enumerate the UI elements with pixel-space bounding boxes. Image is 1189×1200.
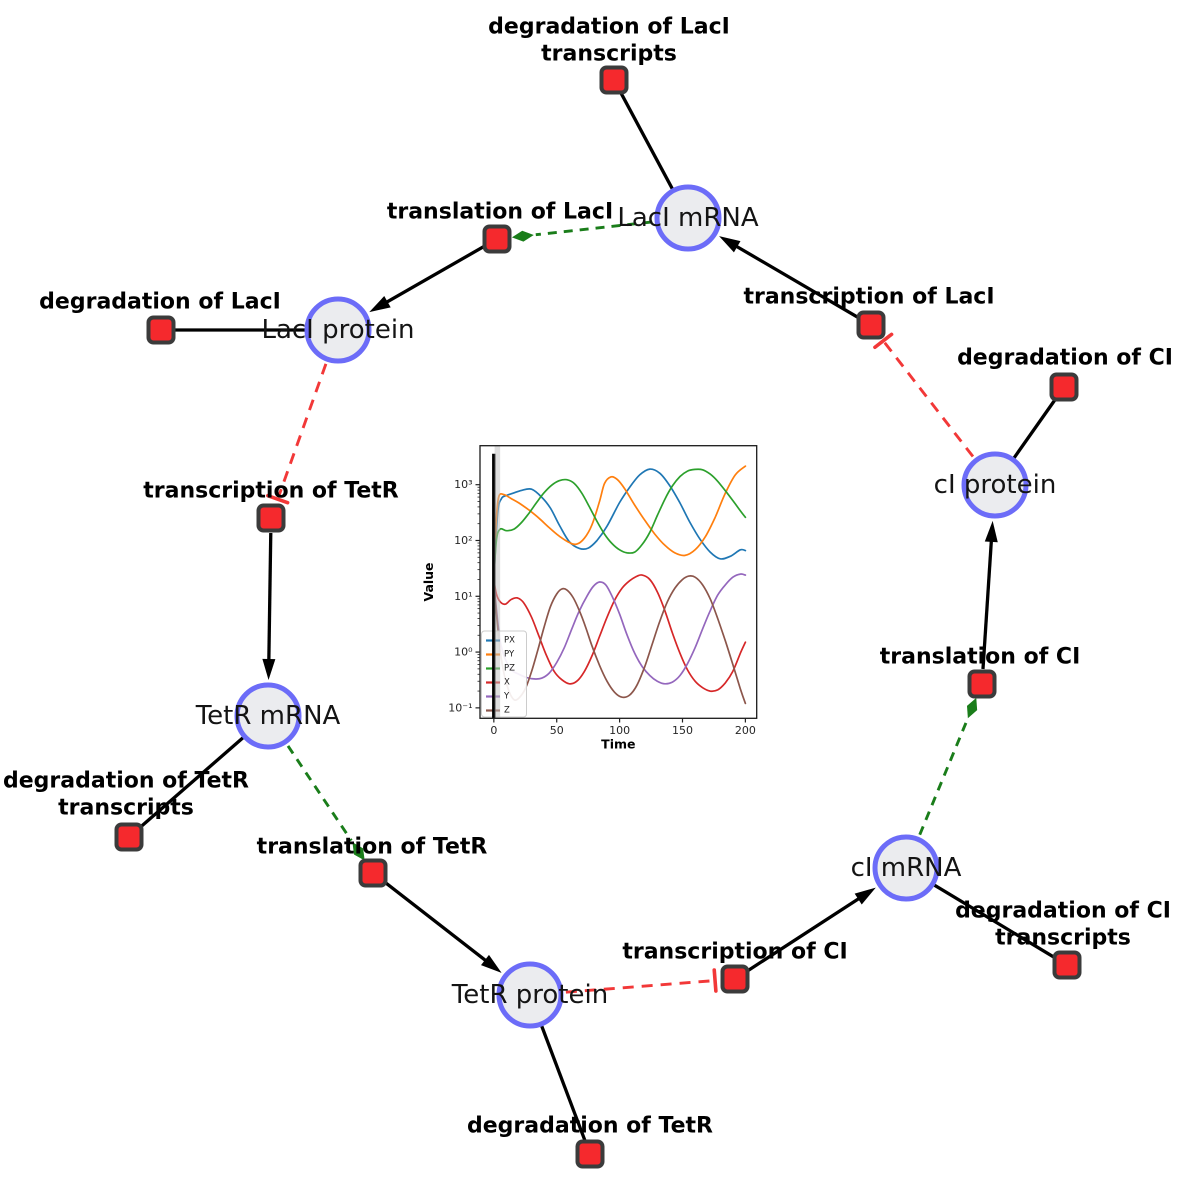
reaction-label-deg_laci_tx-line1: transcripts [541, 42, 677, 67]
edge-arrow-txn_ci-to-ci_mrna [746, 887, 876, 973]
species-node-laci_protein [304, 296, 372, 364]
edge-line-ci_mrna-to-deg_ci_tx [933, 883, 1057, 960]
reaction-label-txn_laci-line0: transcription of LacI [743, 285, 994, 310]
edge-arrow-transl_tetr-to-tetr_protein [383, 880, 502, 973]
reaction-label-deg_ci_tx-line1: transcripts [995, 926, 1131, 951]
legend-label-PZ: PZ [504, 664, 515, 674]
reaction-label-transl_tetr-line0: translation of TetR [257, 835, 488, 860]
edge-line-ci_protein-to-deg_ci [1012, 396, 1058, 459]
reaction-label-transl_ci-line0: translation of CI [880, 645, 1081, 670]
chart-initial-band [494, 445, 501, 719]
reaction-node-deg_tetr [575, 1139, 605, 1169]
edge-arrow-transl_laci-to-laci_protein [369, 245, 485, 313]
y-tick-label-1e-1: 10⁻¹ [448, 701, 472, 714]
y-axis-title: Value [421, 562, 436, 601]
reaction-node-deg_laci [146, 315, 176, 345]
chart-border [479, 445, 758, 719]
edge-modifier-tetr_mrna-to-transl_tetr [286, 745, 365, 861]
edge-inhibition-ci_protein-to-txn_laci [873, 332, 975, 458]
chart-series-PY [492, 465, 747, 579]
edge-arrow-txn_tetr-to-tetr_mrna [262, 532, 276, 681]
reaction-label-deg_tetr_tx-line1: transcripts [58, 796, 194, 821]
legend-label-PX: PX [504, 636, 515, 646]
reaction-node-txn_tetr [256, 503, 286, 533]
reaction-node-deg_ci_tx [1052, 950, 1082, 980]
edge-inhibition-laci_protein-to-txn_tetr [266, 363, 328, 505]
x-tick-label-50: 50 [550, 724, 564, 737]
edge-arrow-transl_ci-to-ci_protein [981, 520, 998, 670]
edges-layer [137, 90, 1058, 1143]
edge-line-tetr_mrna-to-deg_tetr_tx [137, 736, 245, 830]
reaction-node-deg_tetr_tx [114, 822, 144, 852]
reaction-node-txn_laci [856, 310, 886, 340]
edge-modifier-laci_mrna-to-transl_laci [511, 220, 653, 242]
reaction-label-transl_laci-line0: translation of LacI [387, 200, 613, 225]
reaction-label-deg_tetr_tx-line0: degradation of TetR [3, 769, 249, 794]
x-tick-label-0: 0 [490, 724, 497, 737]
species-label-tetr_protein: TetR protein [451, 980, 608, 1010]
reaction-label-txn_tetr-line0: transcription of TetR [143, 479, 399, 504]
labels-layer: LacI mRNA LacI protein cI protein TetR mRNA… [3, 15, 1173, 1139]
chart-series-PX [492, 468, 747, 581]
species-node-laci_mrna [654, 184, 722, 252]
reaction-node-deg_laci_tx [599, 65, 629, 95]
reaction-label-deg_ci-line0: degradation of CI [957, 346, 1173, 371]
x-tick-label-200: 200 [735, 724, 756, 737]
species-node-ci_mrna [872, 834, 940, 902]
species-node-tetr_mrna [234, 682, 302, 750]
reaction-label-deg_laci-line0: degradation of LacI [39, 290, 281, 315]
species-node-tetr_protein [496, 961, 564, 1029]
species-label-tetr_mrna: TetR mRNA [195, 701, 341, 731]
legend-label-PY: PY [504, 650, 515, 660]
species-node-ci_protein [961, 451, 1029, 519]
species-label-laci_protein: LacI protein [261, 315, 414, 345]
reaction-node-transl_laci [482, 224, 512, 254]
species-label-ci_protein: cI protein [934, 470, 1057, 500]
reaction-label-deg_ci_tx-line0: degradation of CI [955, 899, 1171, 924]
species-label-ci_mrna: cI mRNA [851, 853, 962, 883]
x-tick-label-100: 100 [609, 724, 630, 737]
legend-label-Z: Z [504, 706, 510, 716]
x-tick-label-150: 150 [672, 724, 693, 737]
edge-inhibition-tetr_protein-to-txn_ci [565, 968, 718, 994]
y-tick-label-1e3: 10³ [454, 478, 472, 491]
edge-line-laci_mrna-to-deg_laci_tx [618, 90, 674, 190]
reaction-node-transl_tetr [358, 858, 388, 888]
chart-legend: PX PY PZ XYZ [481, 630, 527, 718]
reaction-node-deg_ci [1049, 372, 1079, 402]
legend-label-Y: Y [503, 692, 510, 702]
y-tick-label-1e1: 10¹ [454, 590, 472, 603]
edge-modifier-ci_mrna-to-transl_ci [918, 697, 978, 836]
species-label-laci_mrna: LacI mRNA [617, 203, 758, 233]
reaction-label-deg_laci_tx-line0: degradation of LacI [488, 15, 730, 40]
reaction-node-transl_ci [967, 669, 997, 699]
legend-label-X: X [504, 678, 510, 688]
nodes-layer [114, 65, 1082, 1169]
reaction-label-txn_ci-line0: transcription of CI [622, 940, 847, 965]
reaction-node-txn_ci [720, 964, 750, 994]
y-tick-label-1e2: 10² [454, 534, 472, 547]
reaction-label-deg_tetr-line0: degradation of TetR [467, 1114, 713, 1139]
y-tick-label-1e0: 10⁰ [454, 646, 473, 659]
edge-arrow-txn_laci-to-laci_mrna [719, 236, 859, 319]
x-axis-title: Time [601, 736, 635, 751]
edge-line-tetr_protein-to-deg_tetr [540, 1025, 587, 1143]
chart-series-PZ [492, 468, 747, 581]
